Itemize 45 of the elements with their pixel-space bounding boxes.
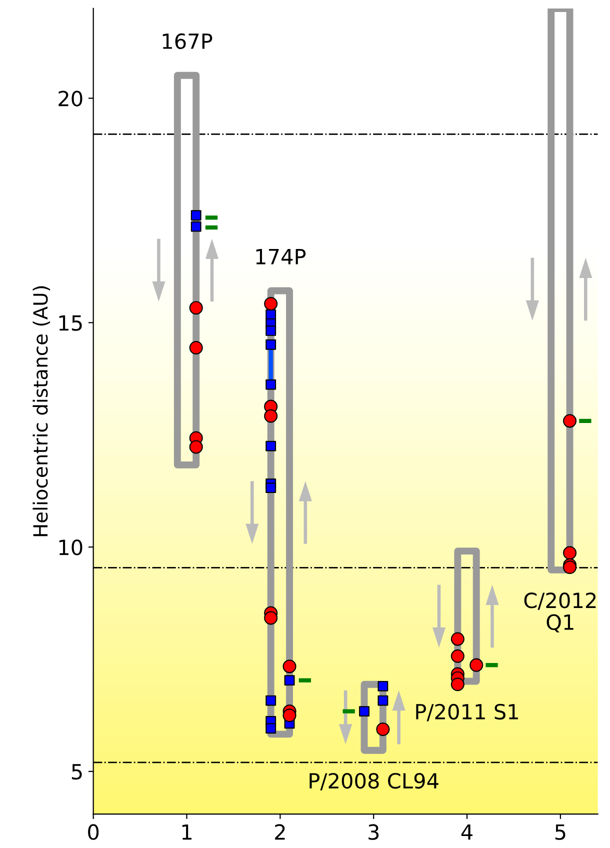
point bbox=[266, 695, 276, 706]
x-tick-label: 0 bbox=[88, 824, 99, 840]
point bbox=[470, 658, 484, 672]
y-tick-label: 5 bbox=[72, 764, 82, 780]
point bbox=[189, 341, 203, 355]
annotation: 174P bbox=[256, 249, 306, 264]
point bbox=[266, 379, 276, 390]
point bbox=[189, 301, 203, 315]
y-tick-label: 15 bbox=[59, 315, 82, 331]
point bbox=[266, 723, 276, 734]
point bbox=[450, 678, 464, 692]
point bbox=[264, 297, 278, 311]
point bbox=[284, 675, 295, 686]
annotation: 167P bbox=[162, 33, 212, 50]
point bbox=[563, 414, 577, 428]
point bbox=[563, 560, 577, 574]
point bbox=[264, 611, 278, 625]
annotation: C/2012 Q1 bbox=[524, 592, 596, 632]
point bbox=[266, 339, 276, 350]
point bbox=[378, 680, 388, 692]
point bbox=[264, 409, 278, 423]
x-tick-label: 2 bbox=[275, 824, 285, 840]
point bbox=[359, 706, 370, 717]
x-tick-label: 4 bbox=[461, 824, 472, 840]
point bbox=[563, 546, 577, 560]
point bbox=[266, 326, 276, 336]
point bbox=[282, 708, 296, 722]
y-tick-label: 10 bbox=[59, 539, 82, 556]
annotation: P/2011 S1 bbox=[416, 704, 518, 722]
point bbox=[450, 649, 464, 663]
x-tick-label: 5 bbox=[555, 824, 566, 840]
point bbox=[190, 221, 202, 232]
point bbox=[376, 722, 390, 736]
x-tick-label: 1 bbox=[182, 824, 192, 840]
point bbox=[378, 695, 388, 706]
point bbox=[190, 210, 202, 221]
point bbox=[282, 660, 296, 674]
point bbox=[266, 482, 276, 494]
y-axis-title: Heliocentric distance (AU) bbox=[32, 286, 50, 536]
annotation: P/2008 CL94 bbox=[310, 772, 438, 790]
x-tick-label: 3 bbox=[368, 824, 379, 840]
point bbox=[189, 440, 203, 454]
y-tick-label: 20 bbox=[58, 90, 82, 106]
point bbox=[450, 632, 464, 646]
point bbox=[266, 440, 276, 452]
